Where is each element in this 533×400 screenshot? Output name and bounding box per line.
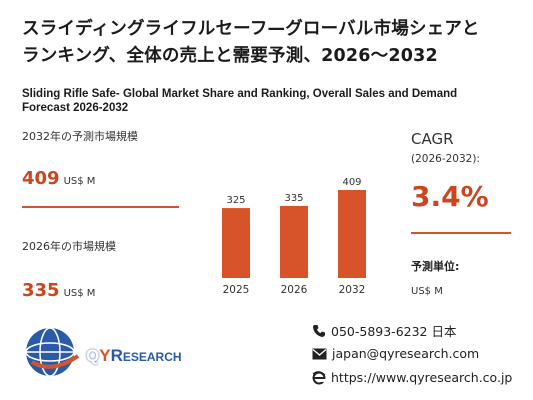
bar-value-label-2032: 409 [342, 177, 361, 188]
market-bar-chart: 325 2025 335 2026 409 2032 [222, 177, 366, 296]
bar-2032 [338, 190, 366, 278]
phone-icon [313, 324, 325, 337]
market-2026-unit: US$ M [63, 288, 96, 299]
divider-left [22, 206, 179, 208]
x-tick-label-2032: 2032 [339, 284, 366, 296]
qyresearch-logo: QYRESEARCH [22, 322, 182, 382]
cagr-value: 3.4% [411, 180, 489, 213]
forecast-2032-value-block: 409 US$ M [22, 168, 95, 189]
contact-phone: 050-5893-6232 日本 [312, 321, 456, 340]
bar-value-label-2025: 325 [226, 195, 245, 206]
logo-letter-q: Q [86, 346, 100, 365]
page-title-en: Sliding Rifle Safe- Global Market Share … [22, 88, 458, 114]
forecast-unit-value: US$ M [411, 286, 443, 297]
market-2026-value-block: 335 US$ M [22, 280, 95, 301]
globe-icon [25, 327, 80, 377]
envelope-icon [312, 348, 327, 359]
divider-right [411, 232, 511, 234]
phone-text: 050-5893-6232 日本 [331, 324, 457, 339]
cagr-period: (2026-2032): [411, 153, 480, 165]
forecast-2032-label: 2032年の予測市場規模 [22, 130, 138, 143]
logo-letter-r: R [110, 346, 123, 365]
market-2026-value: 335 [22, 280, 60, 301]
website-link[interactable]: https://www.qyresearch.co.jp [331, 370, 513, 385]
bar-value-label-2026: 335 [284, 193, 303, 204]
bar-2026 [280, 205, 308, 278]
logo-wordmark: QYRESEARCH [86, 346, 182, 366]
contact-website[interactable]: https://www.qyresearch.co.jp [312, 370, 512, 385]
forecast-2032-unit: US$ M [63, 176, 96, 187]
page-title-jp: スライディングライフルセーフ—グローバル市場シェアと ランキング、全体の売上と需… [22, 16, 512, 70]
contact-email[interactable]: japan@qyresearch.com [312, 346, 479, 361]
title-jp-line2: ランキング、全体の売上と需要予測、2026～2032 [22, 46, 438, 66]
market-2026-label: 2026年の市場規模 [22, 240, 116, 253]
cagr-label: CAGR [411, 130, 454, 148]
x-tick-label-2025: 2025 [223, 284, 250, 296]
browser-e-icon [312, 370, 326, 384]
logo-letters-rest: ESEARCH [122, 350, 182, 364]
title-jp-line1: スライディングライフルセーフ—グローバル市場シェアと [22, 19, 480, 39]
logo-letter-y: Y [99, 346, 111, 365]
bar-2025 [222, 208, 250, 278]
forecast-2032-value: 409 [22, 168, 60, 189]
email-link[interactable]: japan@qyresearch.com [332, 346, 480, 361]
x-tick-label-2026: 2026 [281, 284, 308, 296]
forecast-unit-title: 予測単位: [411, 260, 460, 273]
